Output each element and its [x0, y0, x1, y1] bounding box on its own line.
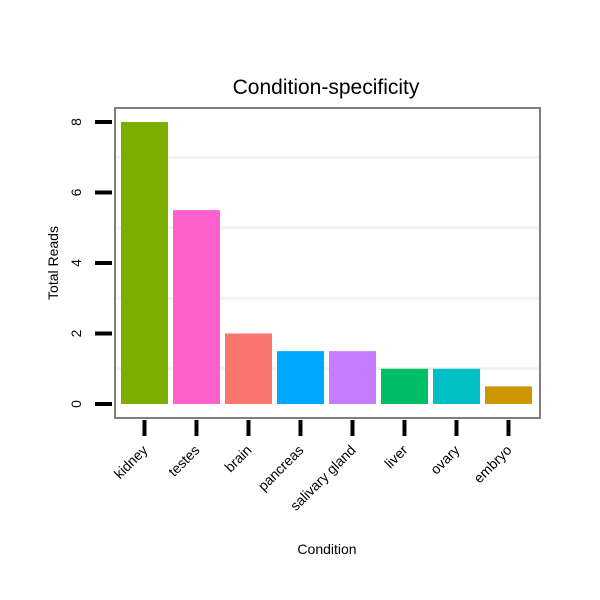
x-tick-label: kidney — [111, 442, 151, 482]
y-tick-label: 2 — [68, 329, 84, 337]
y-tick-label: 0 — [68, 400, 84, 408]
bar-pancreas — [277, 351, 324, 404]
bar-kidney — [121, 122, 168, 404]
x-tick-label: testes — [165, 442, 203, 480]
x-axis-label: Condition — [297, 541, 356, 557]
y-tick-label: 4 — [68, 259, 84, 267]
chart-title: Condition-specificity — [233, 76, 420, 99]
bar-liver — [381, 368, 428, 404]
x-tick-label: ovary — [427, 442, 463, 478]
bar-embryo — [485, 386, 532, 404]
bar-brain — [225, 333, 272, 404]
bar-ovary — [433, 368, 480, 404]
x-tick-label: liver — [381, 442, 411, 472]
x-tick-label: embryo — [470, 442, 514, 486]
y-tick-label: 8 — [68, 118, 84, 126]
bar-testes — [173, 210, 220, 404]
bar-salivary-gland — [329, 351, 376, 404]
x-tick-label: brain — [221, 442, 254, 475]
y-tick-label: 6 — [68, 188, 84, 196]
plot-panel-border — [114, 107, 541, 419]
y-axis: 0 2 4 6 8 — [68, 118, 112, 408]
x-tick-label: pancreas — [255, 442, 307, 494]
y-axis-label: Total Reads — [45, 226, 61, 300]
bars — [121, 122, 532, 404]
